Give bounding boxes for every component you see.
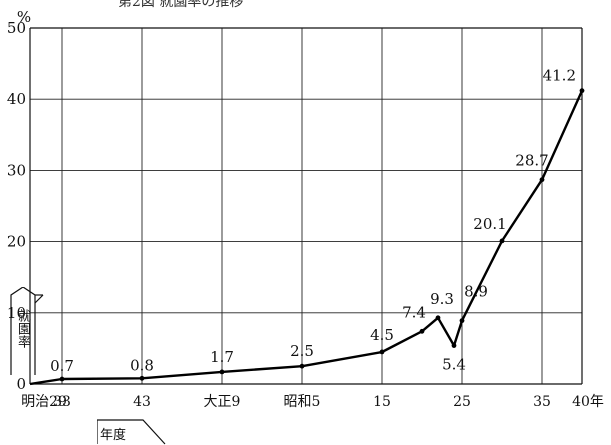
data-point [459,318,465,324]
data-label: 2.5 [290,342,314,360]
data-label: 0.7 [50,357,74,375]
data-label: 20.1 [473,215,506,233]
data-label: 1.7 [210,348,234,366]
data-point [59,376,65,382]
data-point [539,177,545,183]
x-tick-label: 35 [533,394,551,410]
series-path [29,90,584,386]
y-tick-label: 0 [16,375,26,393]
y-tick-label: 50 [7,19,26,37]
x-tick-label: 40年 [572,394,604,410]
data-point [139,375,145,381]
data-point [299,363,305,369]
data-label: 9.3 [430,290,454,308]
x-axis-label: 年度 [100,428,127,443]
x-tick-label: 昭和5 [284,394,321,410]
series-line [29,90,584,386]
x-tick-label: 43 [133,394,151,410]
data-point [499,238,505,244]
x-axis-arrow-icon [97,419,166,445]
data-point [579,88,585,94]
data-point [379,349,385,355]
x-tick-label: 明治29 [21,394,67,410]
data-point [451,343,457,348]
y-axis-label: 就園率 [15,309,30,348]
x-tick-label: 15 [373,394,391,410]
chart-title: 第2図 就園率の推移 [118,0,244,10]
y-tick-label: 20 [7,233,26,251]
x-tick-label: 大正9 [204,394,241,410]
data-label: 28.7 [515,152,548,170]
data-point [435,315,441,321]
x-tick-label: 25 [453,394,471,410]
data-label: 5.4 [442,356,466,374]
data-point [419,328,425,334]
data-label: 0.8 [130,356,154,374]
y-tick-label: 30 [7,161,26,179]
y-axis-unit: % [17,8,31,26]
grid-lines [30,27,582,384]
data-points [59,88,585,382]
y-tick-label: 10 [7,304,26,322]
x-tick-label: 33 [53,394,71,410]
data-point [219,369,225,375]
data-label: 7.4 [402,303,426,321]
data-label: 4.5 [370,326,394,344]
y-tick-label: 40 [7,90,26,108]
data-label: 8.9 [464,283,488,301]
data-label: 41.2 [543,67,576,85]
y-axis-arrow-icon [10,287,44,375]
data-labels: 0.7 0.8 1.7 2.5 4.5 7.49.3 5.4 8.9 20.1 28.7 41.2 [50,67,576,375]
axes [29,27,583,385]
